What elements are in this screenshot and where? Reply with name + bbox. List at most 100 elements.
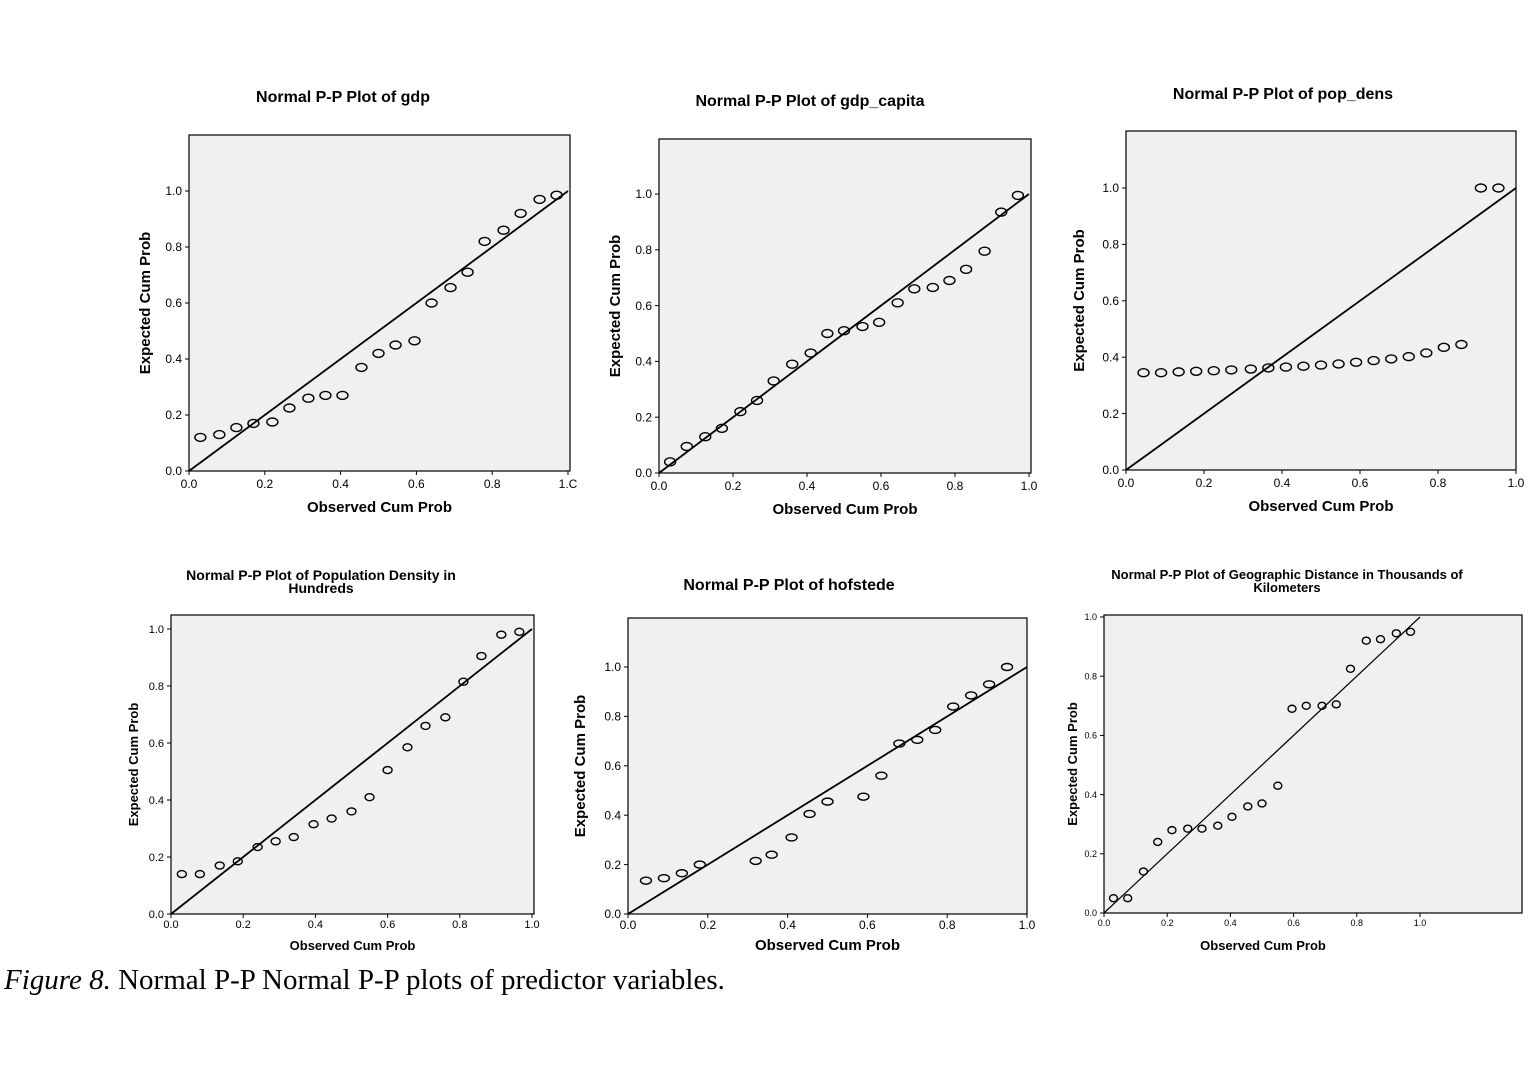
x-tick-label: 0.2 [725, 479, 742, 493]
figure-caption-label: Figure 8. [4, 964, 111, 996]
data-point [875, 771, 888, 780]
plot-area [1103, 614, 1523, 914]
data-point [693, 860, 707, 869]
data-point [1420, 348, 1433, 358]
y-tick-label: 0.6 [149, 738, 164, 750]
data-point [496, 630, 507, 639]
data-point [837, 326, 851, 336]
y-tick-label: 0.4 [165, 352, 182, 366]
data-point [750, 395, 764, 406]
x-tick-label: 0.0 [1118, 476, 1135, 490]
data-point [1167, 825, 1177, 835]
y-tick-label: 0.6 [604, 759, 621, 773]
x-tick-label: 0.6 [1352, 476, 1369, 490]
y-tick-label: 0.6 [165, 296, 182, 310]
data-point [767, 376, 780, 386]
x-tick-label: 0.8 [947, 479, 964, 493]
x-tick-label: 0.2 [256, 477, 273, 491]
data-point [959, 264, 973, 275]
data-point [1243, 802, 1253, 811]
chart-title: Normal P-P Plot of Population Density in [186, 567, 456, 583]
data-point [663, 457, 677, 467]
chart-title: Normal P-P Plot of gdp_capita [695, 93, 924, 110]
data-point [440, 713, 451, 722]
x-tick-label: 0.2 [236, 919, 251, 931]
y-axis-label: Expected Cum Prob [572, 695, 589, 838]
data-point [1297, 361, 1310, 371]
y-tick-label: 0.6 [1084, 731, 1097, 741]
data-point [1197, 824, 1207, 833]
x-tick-label: 0.6 [1287, 918, 1300, 928]
data-point [1437, 342, 1451, 353]
data-point [964, 691, 978, 700]
y-tick-label: 0.2 [1102, 407, 1119, 421]
y-tick-label: 0.8 [149, 681, 164, 693]
data-point [1331, 700, 1341, 709]
data-point [497, 225, 510, 235]
data-point [364, 792, 375, 802]
data-point [533, 194, 546, 205]
data-point [270, 837, 281, 846]
x-tick-label: 1.0 [1021, 479, 1038, 493]
y-tick-label: 1.0 [1084, 612, 1097, 622]
x-tick-label: 0.2 [1161, 918, 1174, 928]
figure-caption: Figure 8. Normal P-P Normal P-P plots of… [4, 964, 725, 997]
plot-area [627, 617, 1028, 915]
data-point [302, 393, 315, 403]
x-tick-label: 1.C [559, 477, 578, 491]
y-axis-label: Expected Cum Prob [1071, 229, 1088, 372]
y-tick-label: 0.0 [149, 909, 164, 921]
data-point [1183, 824, 1193, 833]
data-point [1273, 781, 1283, 790]
x-tick-label: 0.0 [163, 919, 178, 931]
x-tick-label: 0.0 [620, 918, 637, 932]
data-point [749, 856, 762, 866]
data-point [675, 869, 689, 878]
data-point [765, 850, 778, 859]
data-point [699, 432, 712, 442]
data-point [995, 207, 1008, 217]
x-axis-label: Observed Cum Prob [772, 501, 917, 518]
data-point [252, 842, 263, 852]
x-tick-label: 0.2 [1196, 476, 1213, 490]
plot-area [170, 614, 535, 915]
reference-line [627, 666, 1028, 915]
data-point [319, 390, 332, 401]
data-point [550, 190, 563, 200]
data-point [283, 403, 296, 413]
pp-plot-panel: Normal P-P Plot of gdp_capita 0.0 0.2 0.4 0.… [607, 93, 1038, 518]
data-point [355, 362, 368, 373]
data-point [1154, 368, 1168, 378]
reference-line [188, 190, 569, 472]
data-point [804, 348, 817, 358]
data-point [389, 340, 402, 350]
data-point [893, 739, 906, 748]
pp-plot-panel: Normal P-P Plot of pop_dens 0.0 0.2 0.4 0.6 0… [1071, 86, 1525, 515]
y-tick-label: 0.2 [165, 408, 182, 422]
data-point [1138, 867, 1149, 876]
data-point [1391, 629, 1402, 638]
y-axis-label: Expected Cum Prob [607, 235, 624, 378]
reference-line [1103, 616, 1421, 914]
data-point [326, 814, 337, 823]
data-point [458, 677, 469, 686]
x-axis-label: Observed Cum Prob [307, 499, 452, 516]
y-tick-label: 0.4 [149, 795, 164, 807]
data-point [247, 418, 260, 429]
data-point [1375, 635, 1386, 644]
data-point [1153, 837, 1163, 847]
y-tick-label: 0.0 [165, 464, 182, 478]
data-point [891, 298, 904, 308]
data-point [785, 833, 798, 842]
data-point [194, 432, 207, 443]
data-point [408, 336, 421, 346]
data-point [1332, 359, 1345, 369]
data-point [372, 348, 385, 359]
y-tick-label: 0.0 [1102, 463, 1119, 477]
x-tick-label: 0.6 [873, 479, 890, 493]
x-tick-label: 0.8 [1430, 476, 1447, 490]
y-tick-label: 0.8 [604, 710, 621, 724]
data-point [1011, 190, 1025, 201]
data-point [715, 423, 729, 434]
data-point [1349, 357, 1363, 367]
